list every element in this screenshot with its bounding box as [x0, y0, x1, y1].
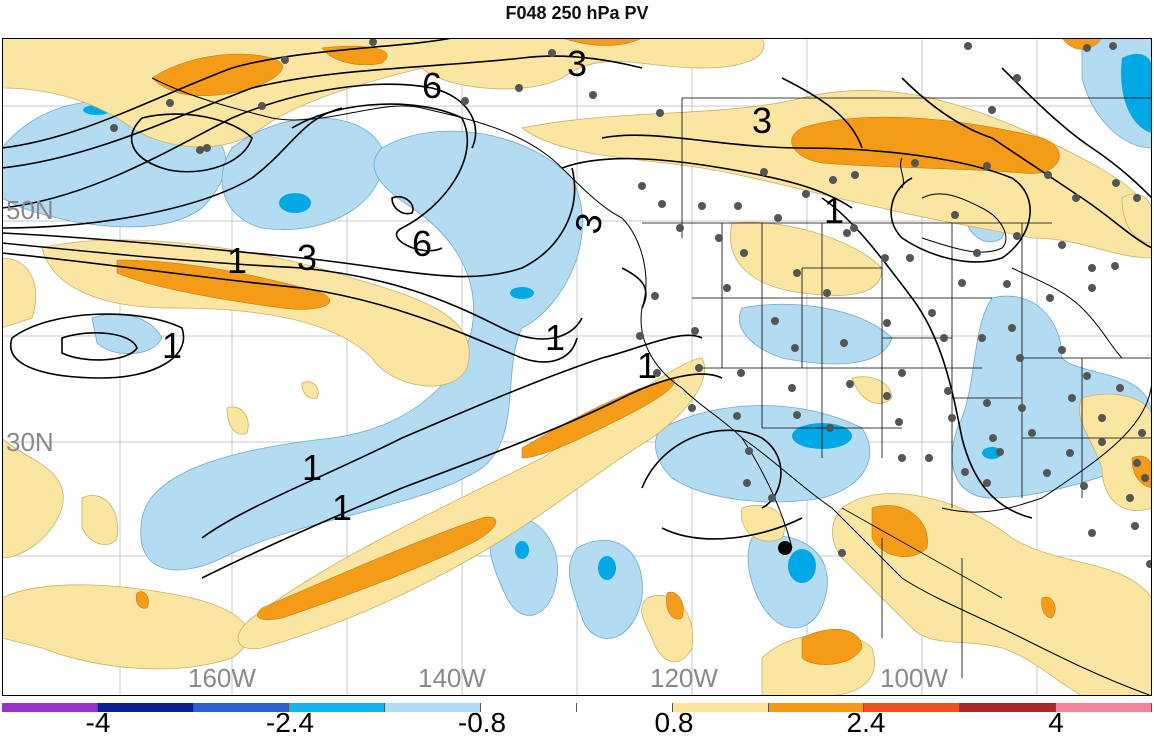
- station-dots: [110, 38, 1152, 568]
- contour-label: 6: [422, 65, 442, 106]
- colorbar-segment: [672, 703, 769, 712]
- colorbar-tick: -4: [85, 707, 111, 738]
- lon-label-160w: 160W: [188, 663, 256, 693]
- coastlines: [151, 77, 1152, 696]
- contour-label: 1: [227, 240, 247, 281]
- colorbar-segment: [385, 703, 482, 712]
- contour-label: 6: [412, 223, 432, 264]
- lon-label-140w: 140W: [418, 663, 486, 693]
- pv-positive-orange: [116, 38, 1152, 665]
- colorbar-tick: 0.8: [654, 707, 694, 738]
- colorbar-tick: 4: [1048, 707, 1064, 738]
- lon-label-100w: 100W: [880, 663, 948, 693]
- map-title: F048 250 hPa PV: [505, 3, 649, 23]
- contour-label: 1: [637, 345, 657, 386]
- lat-label-50n: 50N: [6, 195, 54, 225]
- contour-label-group: 6 3 3 6 3 1 1 3 1 1 1 1 1: [162, 43, 844, 528]
- colorbar-segment: [864, 703, 961, 712]
- contour-label: 1: [302, 447, 322, 488]
- colorbar: [2, 703, 1152, 712]
- colorbar-segment: [2, 703, 98, 712]
- contour-label: 1: [162, 325, 182, 366]
- marker-dot: [778, 541, 792, 555]
- contour-label: 1: [824, 190, 844, 231]
- contour-label: 3: [297, 237, 317, 278]
- pv-contours: [2, 38, 1152, 579]
- contour-label: 3: [752, 100, 772, 141]
- pv-map: 6 3 3 6 3 1 1 3 1 1 1 1 1: [2, 38, 1152, 696]
- state-borders: [642, 97, 1152, 678]
- map-svg: 6 3 3 6 3 1 1 3 1 1 1 1 1: [2, 38, 1152, 696]
- colorbar-segment: [576, 703, 673, 712]
- colorbar-segment: [960, 703, 1057, 712]
- lon-label-120w: 120W: [650, 663, 718, 693]
- colorbar-tick: -0.8: [457, 707, 507, 738]
- colorbar-tick: -2.4: [265, 707, 315, 738]
- lat-label-30n: 30N: [6, 427, 54, 457]
- colorbar-segment: [481, 703, 577, 712]
- contour-label: 1: [332, 487, 352, 528]
- contour-label: 1: [545, 317, 565, 358]
- contour-label: 3: [567, 43, 587, 84]
- colorbar-segment: [193, 703, 290, 712]
- pv-negative-light: [2, 38, 1152, 639]
- colorbar-segment: [768, 703, 865, 712]
- colorbar-segment: [289, 703, 386, 712]
- map-frame: [2, 38, 1152, 696]
- colorbar-segment: [97, 703, 194, 712]
- colorbar-tick: 2.4: [846, 707, 886, 738]
- colorbar-segment: [1056, 703, 1152, 712]
